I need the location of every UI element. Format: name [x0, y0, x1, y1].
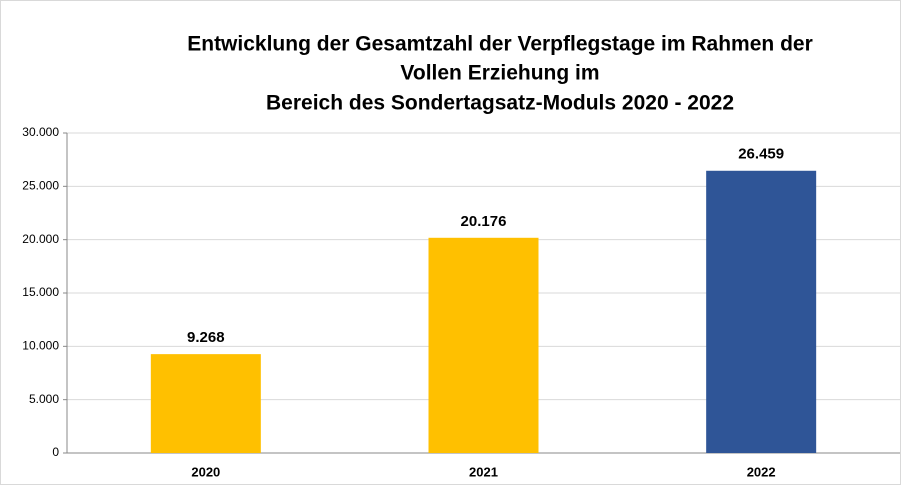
bar: [150, 354, 261, 453]
bar: [428, 237, 539, 453]
data-label: 9.268: [187, 329, 225, 346]
y-tick-label: 0: [52, 445, 59, 459]
x-tick-label: 2022: [747, 464, 776, 479]
y-tick-label: 20.000: [22, 232, 59, 246]
y-tick-label: 5.000: [29, 392, 59, 406]
x-tick-label: 2020: [191, 464, 220, 479]
x-tick-label: 2021: [469, 464, 498, 479]
y-tick-label: 25.000: [22, 179, 59, 193]
chart-title: Entwicklung der Gesamtzahl der Verpflegs…: [187, 33, 813, 56]
y-tick-label: 10.000: [22, 339, 59, 353]
y-tick-label: 30.000: [22, 125, 59, 139]
chart-title: Bereich des Sondertagsatz-Moduls 2020 - …: [266, 92, 734, 115]
chart-title: Vollen Erziehung im: [400, 62, 599, 85]
bar: [706, 170, 817, 453]
y-tick-label: 15.000: [22, 285, 59, 299]
data-label: 20.176: [461, 213, 507, 230]
data-label: 26.459: [738, 146, 784, 163]
